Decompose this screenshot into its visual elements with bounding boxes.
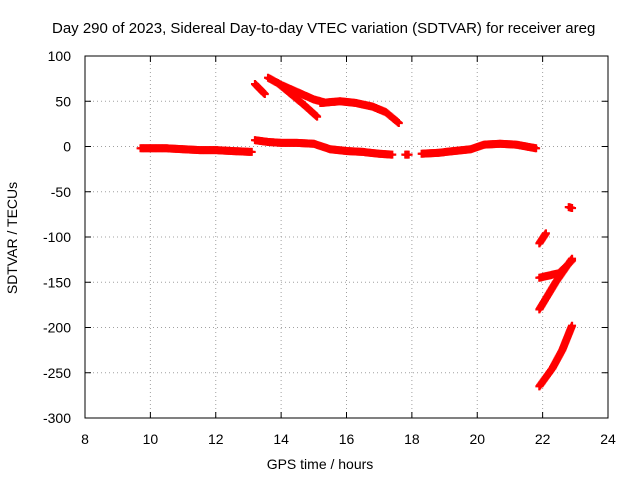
series-arc7: [273, 79, 322, 121]
tick-labels: 8 10 12 14 16 18 20 22 24 100 50 0 -50 -100 -150 -200 -2…: [43, 48, 616, 447]
x-tick-label: 24: [600, 431, 616, 447]
x-tick-label: 12: [208, 431, 224, 447]
x-axis-label: GPS time / hours: [266, 456, 374, 472]
x-tick-label: 14: [273, 431, 289, 447]
data-point: [388, 150, 397, 159]
x-tick-label: 18: [404, 431, 420, 447]
plot-frame: [84, 55, 609, 419]
data-point: [394, 118, 403, 127]
data-point: [319, 98, 328, 107]
x-tick-label: 10: [143, 431, 159, 447]
data-point: [247, 147, 256, 156]
series-arc3: [401, 150, 413, 159]
data-point: [568, 204, 577, 213]
series-arc4: [417, 139, 541, 158]
y-tick-label: -250: [43, 365, 71, 381]
series-arc8: [250, 80, 269, 99]
y-tick-label: -100: [43, 229, 71, 245]
y-tick-label: 100: [48, 48, 72, 64]
data-point: [260, 90, 269, 99]
y-tick-label: -300: [43, 410, 71, 426]
x-tick-label: 22: [535, 431, 551, 447]
data-point: [568, 321, 577, 330]
data-point: [313, 112, 322, 121]
data-point: [568, 254, 577, 263]
y-axis-label: SDTVAR / TECUs: [4, 181, 20, 295]
data-points: [136, 73, 577, 391]
grid-lines: [85, 56, 608, 418]
series-arc2: [250, 136, 397, 159]
series-arc12: [535, 321, 577, 391]
series-arc5: [316, 97, 403, 127]
y-tick-label: -50: [51, 184, 71, 200]
x-tick-label: 8: [81, 431, 89, 447]
y-tick-label: -200: [43, 320, 71, 336]
data-point: [541, 229, 550, 238]
chart-title: Day 290 of 2023, Sidereal Day-to-day VTE…: [52, 20, 596, 37]
series-arc9: [535, 229, 550, 248]
x-tick-label: 20: [469, 431, 485, 447]
y-tick-label: -150: [43, 274, 71, 290]
y-tick-label: 0: [63, 139, 71, 155]
y-tick-label: 50: [55, 93, 71, 109]
series-arc11: [535, 254, 577, 314]
series-arc13: [564, 203, 577, 213]
x-tick-label: 16: [339, 431, 355, 447]
data-point: [404, 150, 413, 159]
series-arc1: [136, 144, 256, 156]
data-point: [532, 144, 541, 153]
